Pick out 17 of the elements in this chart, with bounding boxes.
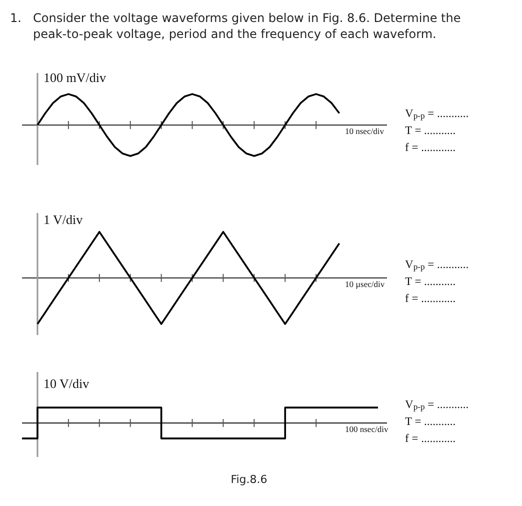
text: f = ............	[405, 432, 456, 447]
caption: Fig.8.6	[230, 472, 268, 488]
chart-title: 1. Consider the voltage waveforms given below in Fig. 8.6. Determine the peak-to-peak voltage, period and the frequency of each waveform.	[10, 10, 462, 42]
text: V$_{p-p}$ = ...........	[405, 258, 469, 273]
text: V$_{p-p}$ = ...........	[405, 398, 469, 413]
y-axis-title: 10 V/div	[43, 376, 90, 392]
text: T = ...........	[405, 275, 456, 290]
x-axis-title: 10 µsec/div	[345, 278, 385, 289]
text: f = ............	[405, 141, 456, 156]
text: T = ...........	[405, 415, 456, 430]
y-axis-title: 100 mV/div	[43, 70, 106, 86]
text: V$_{p-p}$ = ...........	[405, 107, 469, 122]
y-axis-title: 1 V/div	[43, 212, 83, 228]
x-axis-title: 100 nsec/div	[345, 424, 388, 434]
x-axis-title: 10 nsec/div	[345, 126, 384, 136]
text: f = ............	[405, 292, 456, 307]
text: T = ...........	[405, 124, 456, 139]
